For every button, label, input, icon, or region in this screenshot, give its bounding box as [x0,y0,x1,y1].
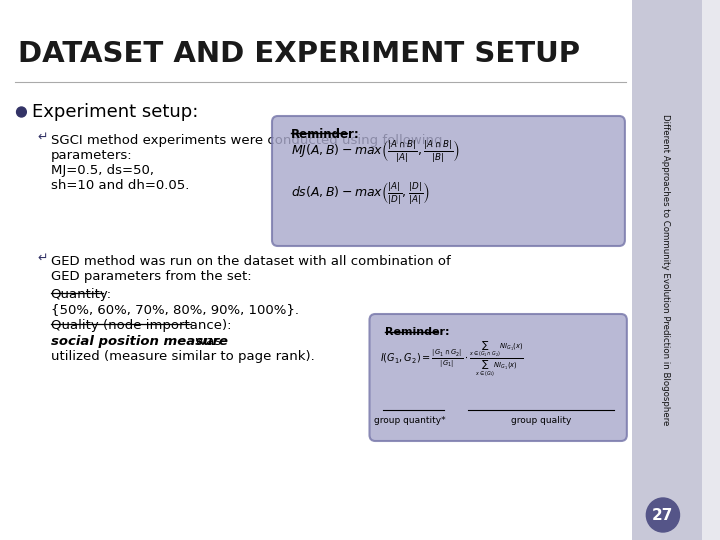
Text: group quantity*: group quantity* [374,416,445,425]
FancyBboxPatch shape [369,314,627,441]
Text: $ds(A,B) - max\left(\frac{|A|}{|D|}, \frac{|D|}{|A|}\right)$: $ds(A,B) - max\left(\frac{|A|}{|D|}, \fr… [290,180,429,206]
Text: group quality: group quality [511,416,571,425]
Circle shape [17,107,27,117]
Text: utilized (measure similar to page rank).: utilized (measure similar to page rank). [50,350,315,363]
Text: 27: 27 [652,508,674,523]
Text: MJ=0.5, ds=50,: MJ=0.5, ds=50, [50,164,153,177]
FancyBboxPatch shape [272,116,625,246]
Text: GED parameters from the set:: GED parameters from the set: [50,270,251,283]
Text: ↵: ↵ [37,252,48,265]
Text: $I(G_1, G_2) = \frac{|G_1 \cap G_2|}{|G_1|} \cdot \frac{\sum_{x \in (G_1 \cap G_: $I(G_1, G_2) = \frac{|G_1 \cap G_2|}{|G_… [380,340,524,379]
Text: Quantity:: Quantity: [50,288,112,301]
FancyBboxPatch shape [631,0,702,540]
Text: Reminder:: Reminder: [290,128,359,141]
Text: DATASET AND EXPERIMENT SETUP: DATASET AND EXPERIMENT SETUP [17,40,580,68]
Text: was: was [191,335,221,348]
Text: ↵: ↵ [37,131,48,144]
Text: Different Approaches to Community Evolution Prediction in Blogosphere: Different Approaches to Community Evolut… [662,114,670,426]
Text: Experiment setup:: Experiment setup: [32,103,199,121]
Text: $MJ(A,B) - max\left(\frac{|A \cap B|}{|A|}, \frac{|A \cap B|}{|B|}\right)$: $MJ(A,B) - max\left(\frac{|A \cap B|}{|A… [290,138,459,164]
Text: social position measure: social position measure [50,335,228,348]
Text: Quality (node importance):: Quality (node importance): [50,319,231,332]
Text: parameters:: parameters: [50,149,132,162]
Text: sh=10 and dh=0.05.: sh=10 and dh=0.05. [50,179,189,192]
Text: {50%, 60%, 70%, 80%, 90%, 100%}.: {50%, 60%, 70%, 80%, 90%, 100%}. [50,303,299,316]
Text: GED method was run on the dataset with all combination of: GED method was run on the dataset with a… [50,255,451,268]
Text: Reminder:: Reminder: [385,327,449,337]
Text: SGCI method experiments were conducted using following: SGCI method experiments were conducted u… [50,134,442,147]
Circle shape [647,498,680,532]
FancyBboxPatch shape [0,0,631,540]
